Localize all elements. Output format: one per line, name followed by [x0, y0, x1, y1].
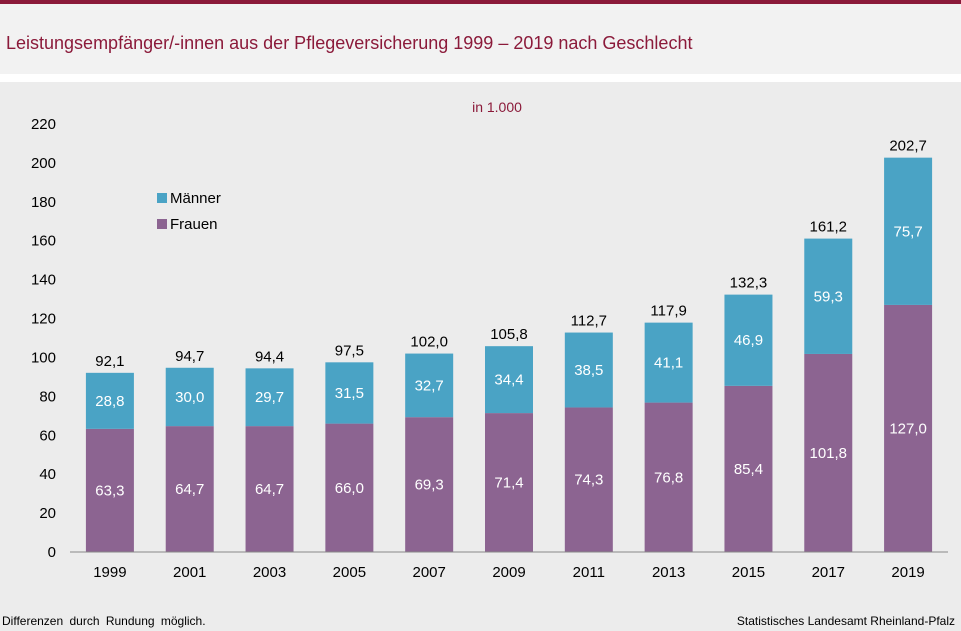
total-label: 202,7: [889, 138, 927, 155]
data-label-frauen: 101,8: [809, 445, 847, 462]
total-label: 94,7: [175, 348, 204, 365]
data-label-frauen: 127,0: [889, 420, 927, 437]
bar-frauen: [405, 417, 454, 552]
y-tick-label: 200: [31, 155, 56, 172]
total-label: 102,0: [410, 334, 448, 351]
bar-frauen: [884, 304, 933, 552]
total-label: 92,1: [95, 353, 124, 370]
bar-frauen: [85, 428, 134, 552]
x-tick-label: 2007: [412, 564, 445, 581]
data-label-maenner: 30,0: [175, 389, 204, 406]
chart-area: [0, 82, 961, 631]
bar-maenner: [85, 372, 134, 429]
data-label-frauen: 69,3: [415, 477, 444, 494]
x-tick-label: 2011: [573, 564, 605, 581]
legend-label: Frauen: [170, 216, 218, 233]
y-tick-label: 220: [31, 116, 56, 133]
footnote: Differenzen durch Rundung möglich.: [2, 614, 206, 628]
total-label: 105,8: [490, 326, 528, 343]
legend-swatch: [157, 193, 167, 203]
data-label-maenner: 29,7: [255, 389, 284, 406]
y-tick-label: 60: [39, 427, 56, 444]
x-tick-label: 1999: [93, 564, 126, 581]
bar-maenner: [564, 332, 613, 408]
total-label: 94,4: [255, 348, 284, 365]
top-rule: [0, 0, 961, 4]
chart-title: Leistungsempfänger/-innen aus der Pflege…: [6, 33, 693, 53]
x-tick-label: 2003: [253, 564, 286, 581]
y-tick-label: 0: [48, 544, 56, 561]
data-label-maenner: 59,3: [814, 288, 843, 305]
legend-label: Männer: [170, 190, 221, 207]
data-label-frauen: 85,4: [734, 461, 763, 478]
unit-label: in 1.000: [472, 99, 522, 115]
data-label-frauen: 66,0: [335, 480, 364, 497]
header-separator: [0, 74, 961, 82]
bar-maenner: [724, 294, 773, 386]
data-label-maenner: 31,5: [335, 385, 364, 402]
bar-maenner: [325, 362, 374, 424]
bar-maenner: [644, 322, 693, 403]
x-tick-label: 2001: [173, 564, 206, 581]
y-tick-label: 160: [31, 233, 56, 250]
total-label: 132,3: [730, 275, 768, 292]
bar-maenner: [804, 238, 853, 354]
data-label-frauen: 74,3: [574, 472, 603, 489]
x-tick-label: 2017: [812, 564, 845, 581]
data-label-maenner: 32,7: [415, 377, 444, 394]
y-tick-label: 140: [31, 272, 56, 289]
data-label-frauen: 64,7: [175, 481, 204, 498]
bar-maenner: [245, 368, 294, 427]
data-label-maenner: 28,8: [95, 393, 124, 410]
y-tick-label: 120: [31, 311, 56, 328]
data-label-maenner: 38,5: [574, 362, 603, 379]
bar-frauen: [165, 426, 214, 552]
y-tick-label: 80: [39, 388, 56, 405]
bar-frauen: [644, 402, 693, 552]
data-label-frauen: 71,4: [494, 475, 523, 492]
bar-maenner: [165, 367, 214, 427]
total-label: 161,2: [809, 219, 847, 236]
bar-maenner: [485, 346, 533, 414]
y-tick-label: 100: [31, 349, 56, 366]
y-tick-label: 180: [31, 194, 56, 211]
data-label-frauen: 63,3: [95, 482, 124, 499]
data-label-frauen: 76,8: [654, 469, 683, 486]
data-label-maenner: 46,9: [734, 332, 763, 349]
x-tick-label: 2013: [652, 564, 685, 581]
source-credit: Statistisches Landesamt Rheinland-Pfalz: [736, 614, 955, 628]
bar-frauen: [724, 385, 773, 552]
total-label: 112,7: [571, 313, 607, 330]
bar-frauen: [325, 423, 374, 552]
data-label-maenner: 34,4: [494, 372, 523, 389]
bar-frauen: [485, 413, 533, 552]
legend-swatch: [157, 219, 167, 229]
x-tick-label: 2009: [492, 564, 525, 581]
total-label: 117,9: [650, 303, 686, 320]
bar-frauen: [564, 407, 613, 552]
x-tick-label: 2019: [891, 564, 924, 581]
bar-frauen: [245, 426, 294, 552]
x-tick-label: 2015: [732, 564, 765, 581]
y-tick-label: 20: [39, 505, 56, 522]
data-label-frauen: 64,7: [255, 481, 284, 498]
y-tick-label: 40: [39, 466, 56, 483]
bar-frauen: [804, 353, 853, 552]
data-label-maenner: 41,1: [654, 355, 683, 372]
total-label: 97,5: [335, 342, 364, 359]
bar-maenner: [884, 157, 933, 305]
header: Leistungsempfänger/-innen aus der Pflege…: [0, 4, 961, 74]
data-label-maenner: 75,7: [893, 223, 922, 240]
x-tick-label: 2005: [333, 564, 366, 581]
bar-maenner: [405, 353, 454, 418]
